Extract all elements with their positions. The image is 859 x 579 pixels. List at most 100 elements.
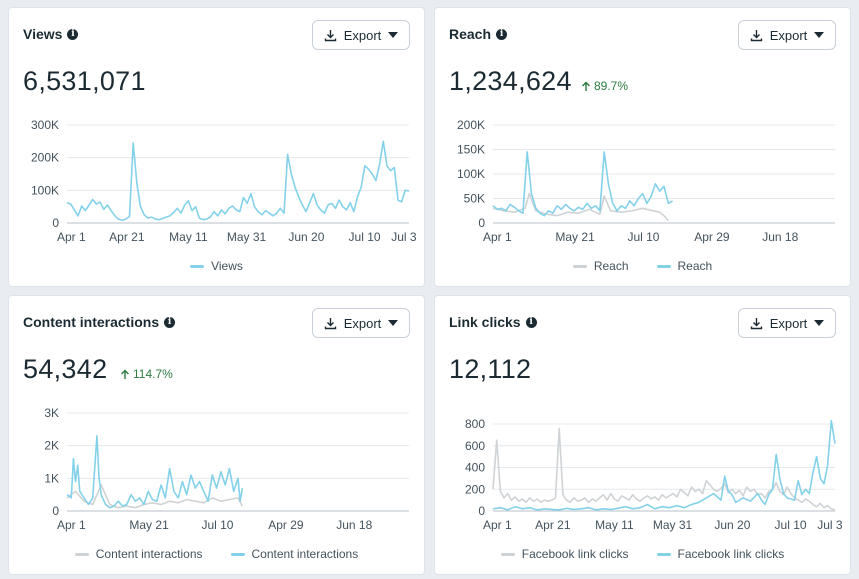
y-tick-label: 200K xyxy=(31,151,59,165)
x-tick-label: Jul 10 xyxy=(775,518,807,532)
x-tick-label: Apr 1 xyxy=(483,230,512,244)
reach-chart: 0 50K 100K 150K 200K Apr 1 May 21 Jul 10 Apr 29 J… xyxy=(457,118,835,244)
x-tick-label: Jun 18 xyxy=(336,518,372,532)
card-title: Views i xyxy=(23,26,79,42)
x-tick-label: May 11 xyxy=(169,230,208,244)
legend-swatch xyxy=(500,552,515,556)
y-tick-label: 600 xyxy=(465,439,485,453)
card-title-text: Reach xyxy=(449,26,492,42)
delta-value: 89.7% xyxy=(594,79,629,93)
card-title: Reach i xyxy=(449,26,508,42)
export-label: Export xyxy=(343,27,382,43)
series-line xyxy=(66,435,244,509)
export-label: Export xyxy=(343,315,382,331)
legend-item[interactable]: Facebook link clicks xyxy=(656,547,785,561)
download-icon xyxy=(324,317,336,329)
export-label: Export xyxy=(769,315,808,331)
metric-value: 6,531,071 xyxy=(23,66,146,96)
x-tick-label: Jun 20 xyxy=(714,518,750,532)
x-tick-label: Jul 3 xyxy=(391,230,417,244)
caret-down-icon xyxy=(814,32,825,38)
download-icon xyxy=(750,29,762,41)
x-tick-label: May 31 xyxy=(653,518,693,532)
x-tick-label: Jul 10 xyxy=(349,230,381,244)
delta-value: 114.7% xyxy=(133,367,173,381)
x-tick-label: Apr 21 xyxy=(109,230,145,244)
legend-item[interactable]: Reach xyxy=(656,259,712,273)
y-tick-label: 2K xyxy=(44,439,59,453)
delta-indicator: 114.7% xyxy=(120,367,173,381)
legend-swatch xyxy=(656,264,671,268)
views-card: Views i Export 6,531,071 0 100K 200K 300K Ap… xyxy=(8,7,425,287)
y-tick-label: 400 xyxy=(465,461,485,475)
content-interactions-card: Content interactions i Export 54,342 114… xyxy=(8,295,425,575)
reach-card: Reach i Export 1,234,624 89.7% 0 50K 100K 1… xyxy=(434,7,851,287)
x-tick-label: Apr 29 xyxy=(694,230,730,244)
info-icon[interactable]: i xyxy=(67,28,79,40)
y-tick-label: 100K xyxy=(457,167,485,181)
x-tick-label: Jun 20 xyxy=(288,230,324,244)
delta-indicator: 89.7% xyxy=(581,79,628,93)
info-icon[interactable]: i xyxy=(164,316,176,328)
legend-label: Facebook link clicks xyxy=(521,547,629,561)
export-label: Export xyxy=(769,27,808,43)
x-tick-label: Apr 21 xyxy=(535,518,571,532)
link-clicks-chart: 0 200 400 600 800 Apr 1 Apr 21 May 11 May 31 Jun … xyxy=(465,417,843,532)
y-tick-label: 0 xyxy=(52,504,59,518)
series-line xyxy=(66,140,410,222)
legend-swatch xyxy=(74,552,89,556)
info-icon[interactable]: i xyxy=(525,316,537,328)
series-line xyxy=(66,484,244,509)
legend-swatch xyxy=(572,264,587,268)
metric-value: 54,342 xyxy=(23,354,108,384)
y-tick-label: 0 xyxy=(478,504,485,518)
legend-item[interactable]: Facebook link clicks xyxy=(500,547,629,561)
legend-swatch xyxy=(230,552,245,556)
x-tick-label: May 21 xyxy=(129,518,169,532)
legend-label: Views xyxy=(211,259,243,273)
x-tick-label: Jul 3 xyxy=(817,518,843,532)
y-tick-label: 50K xyxy=(464,192,485,206)
x-tick-label: Apr 1 xyxy=(57,518,86,532)
card-title: Link clicks i xyxy=(449,314,537,330)
x-tick-label: May 11 xyxy=(595,518,634,532)
legend-label: Content interactions xyxy=(251,547,359,561)
download-icon xyxy=(324,29,336,41)
series-line xyxy=(492,419,836,511)
y-tick-label: 100K xyxy=(31,183,59,197)
y-tick-label: 300K xyxy=(31,118,59,132)
series-line xyxy=(492,151,674,217)
legend-label: Facebook link clicks xyxy=(677,547,785,561)
views-chart: 0 100K 200K 300K Apr 1 Apr 21 May 11 May 31 Jun … xyxy=(31,118,417,244)
chart-legend: Reach Reach xyxy=(435,259,850,273)
x-tick-label: Apr 29 xyxy=(268,518,304,532)
arrow-up-icon xyxy=(582,81,590,91)
export-button[interactable]: Export xyxy=(738,308,836,338)
y-tick-label: 0 xyxy=(52,216,59,230)
export-button[interactable]: Export xyxy=(738,20,836,50)
export-button[interactable]: Export xyxy=(312,20,410,50)
chart-legend: Views xyxy=(9,259,424,273)
caret-down-icon xyxy=(814,320,825,326)
chart-legend: Content interactions Content interaction… xyxy=(9,547,424,561)
x-tick-label: Apr 1 xyxy=(57,230,86,244)
legend-item[interactable]: Content interactions xyxy=(74,547,203,561)
caret-down-icon xyxy=(388,32,399,38)
y-tick-label: 200K xyxy=(457,118,485,132)
link-clicks-card: Link clicks i Export 12,112 0 200 400 600 80… xyxy=(434,295,851,575)
card-title-text: Link clicks xyxy=(449,314,521,330)
content-interactions-chart: 0 1K 2K 3K Apr 1 May 21 Jul 10 Apr 29 Jun 18 xyxy=(44,406,409,532)
legend-item[interactable]: Reach xyxy=(572,259,629,273)
legend-swatch xyxy=(190,264,205,268)
metric-value: 1,234,624 xyxy=(449,66,572,96)
x-tick-label: May 31 xyxy=(227,230,267,244)
info-icon[interactable]: i xyxy=(496,28,508,40)
card-title-text: Content interactions xyxy=(23,314,160,330)
y-tick-label: 3K xyxy=(44,406,59,420)
legend-item[interactable]: Content interactions xyxy=(230,547,359,561)
legend-label: Content interactions xyxy=(95,547,203,561)
series-line xyxy=(492,427,836,511)
legend-item[interactable]: Views xyxy=(190,259,243,273)
legend-label: Reach xyxy=(593,259,629,273)
export-button[interactable]: Export xyxy=(312,308,410,338)
